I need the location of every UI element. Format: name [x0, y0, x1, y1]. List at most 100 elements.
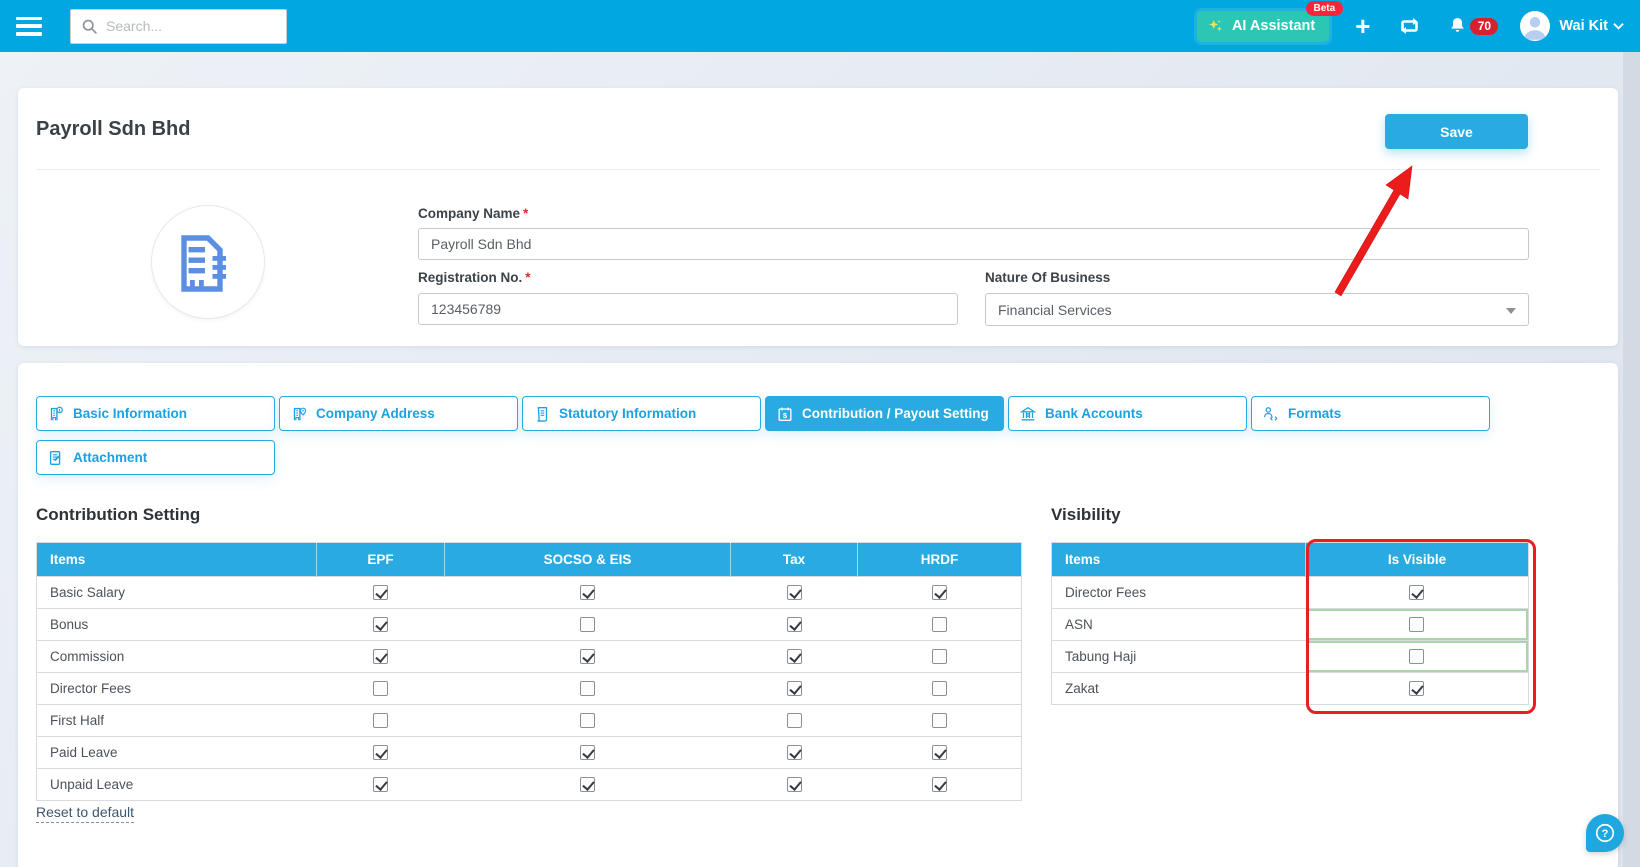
item-label: First Half [36, 704, 317, 737]
table-row: Director Fees [36, 672, 1022, 705]
basic-salary-hrdf-checkbox[interactable] [931, 585, 947, 601]
reset-to-default-link[interactable]: Reset to default [36, 804, 135, 823]
notification-count-badge: 70 [1470, 17, 1499, 35]
first-half-socso-eis-checkbox[interactable] [580, 713, 595, 729]
tab-attachment[interactable]: Attachment [36, 440, 275, 475]
column-header-is-visible: Is Visible [1305, 542, 1529, 577]
bell-icon [1447, 15, 1468, 37]
table-header-row: Items Is Visible [1051, 542, 1529, 577]
visibility-table-wrap: Items Is Visible Director Fees ASN Tabung Ha… [1051, 542, 1529, 705]
tab-company-address[interactable]: Company Address [279, 396, 518, 431]
topbar: AI Assistant Beta + 70 Wai Kit [0, 0, 1640, 52]
bonus-tax-checkbox[interactable] [786, 617, 802, 633]
paid-leave-socso-eis-checkbox[interactable] [580, 745, 595, 761]
table-row: Bonus [36, 608, 1022, 641]
director-fees-socso-eis-checkbox[interactable] [580, 681, 595, 697]
director-fees-is-visible-checkbox[interactable] [1409, 585, 1425, 601]
company-name-label: Company Name * [418, 206, 529, 221]
column-header-items: Items [36, 542, 317, 577]
zakat-is-visible-checkbox[interactable] [1409, 681, 1425, 697]
commission-tax-checkbox[interactable] [786, 649, 802, 665]
unpaid-leave-tax-checkbox[interactable] [786, 777, 802, 793]
avatar-icon[interactable] [1520, 11, 1551, 41]
commission-socso-eis-checkbox[interactable] [580, 649, 595, 665]
paid-leave-epf-checkbox[interactable] [373, 745, 388, 761]
table-row: Director Fees [1051, 576, 1529, 609]
person-code-icon [1262, 405, 1280, 423]
search-box[interactable] [70, 8, 287, 44]
item-label: Bonus [36, 608, 317, 641]
item-label: Director Fees [1051, 576, 1306, 609]
help-button[interactable]: ? [1586, 814, 1624, 852]
table-row: Basic Salary [36, 576, 1022, 609]
item-label: ASN [1051, 608, 1306, 641]
table-row: First Half [36, 704, 1022, 737]
bonus-epf-checkbox[interactable] [373, 617, 388, 633]
tab-formats[interactable]: Formats [1251, 396, 1490, 431]
building-pin-icon [290, 405, 308, 423]
basic-salary-tax-checkbox[interactable] [786, 585, 802, 601]
scroll-icon [533, 405, 551, 423]
unpaid-leave-epf-checkbox[interactable] [373, 777, 388, 793]
basic-salary-socso-eis-checkbox[interactable] [580, 585, 595, 601]
nature-of-business-select[interactable]: Financial Services [985, 293, 1529, 326]
contribution-table-wrap: Items EPF SOCSO & EIS Tax HRDF Basic Salary Bo… [36, 542, 1022, 801]
registration-no-label: Registration No. * [418, 270, 531, 285]
paid-leave-hrdf-checkbox[interactable] [931, 745, 947, 761]
ai-assistant-button[interactable]: AI Assistant Beta [1196, 0, 1344, 42]
item-label: Paid Leave [36, 736, 317, 769]
unpaid-leave-hrdf-checkbox[interactable] [931, 777, 947, 793]
commission-hrdf-checkbox[interactable] [931, 649, 947, 665]
director-fees-epf-checkbox[interactable] [373, 681, 388, 697]
bonus-hrdf-checkbox[interactable] [931, 617, 947, 633]
company-name-field[interactable] [418, 228, 1529, 260]
paid-leave-tax-checkbox[interactable] [786, 745, 802, 761]
contribution-table: Items EPF SOCSO & EIS Tax HRDF Basic Salary Bo… [36, 542, 1022, 801]
first-half-epf-checkbox[interactable] [373, 713, 388, 729]
bonus-socso-eis-checkbox[interactable] [580, 617, 595, 633]
first-half-hrdf-checkbox[interactable] [931, 713, 947, 729]
item-label: Zakat [1051, 672, 1306, 705]
svg-text:?: ? [1602, 828, 1609, 840]
user-menu[interactable]: Wai Kit [1559, 18, 1624, 34]
tabung-haji-is-visible-checkbox[interactable] [1409, 649, 1425, 665]
first-half-tax-checkbox[interactable] [786, 713, 802, 729]
table-row: Zakat [1051, 672, 1529, 705]
basic-salary-epf-checkbox[interactable] [373, 585, 388, 601]
scrollbar[interactable] [1623, 52, 1640, 867]
table-row: Tabung Haji [1051, 640, 1529, 673]
company-header-card: Payroll Sdn Bhd Save Company [18, 88, 1618, 346]
column-header-items: Items [1051, 542, 1306, 577]
unpaid-leave-socso-eis-checkbox[interactable] [580, 777, 595, 793]
asn-is-visible-checkbox[interactable] [1409, 617, 1425, 633]
doc-pencil-icon [47, 449, 65, 467]
tab-statutory-information[interactable]: Statutory Information [522, 396, 761, 431]
svg-text:$: $ [783, 411, 788, 420]
visibility-heading: Visibility [1051, 505, 1121, 524]
hamburger-icon[interactable] [16, 16, 42, 36]
notifications-button[interactable]: 70 [1447, 15, 1499, 37]
chevron-down-icon [1613, 22, 1624, 30]
registration-no-field[interactable] [418, 293, 958, 325]
column-header-epf: EPF [316, 542, 445, 577]
company-logo [152, 206, 264, 318]
sync-icon[interactable] [1396, 14, 1423, 38]
tab-basic-information[interactable]: Basic Information [36, 396, 275, 431]
column-header-hrdf: HRDF [857, 542, 1022, 577]
search-input[interactable] [106, 18, 287, 34]
commission-epf-checkbox[interactable] [373, 649, 388, 665]
tab-contribution-payout-setting[interactable]: $ Contribution / Payout Setting [765, 396, 1004, 431]
item-label: Commission [36, 640, 317, 673]
divider [36, 169, 1600, 170]
save-button[interactable]: Save [1385, 114, 1528, 149]
director-fees-tax-checkbox[interactable] [786, 681, 802, 697]
calendar-dollar-icon: $ [776, 405, 794, 423]
sparkles-icon [1207, 17, 1225, 35]
item-label: Tabung Haji [1051, 640, 1306, 673]
director-fees-hrdf-checkbox[interactable] [931, 681, 947, 697]
column-header-tax: Tax [730, 542, 858, 577]
tab-bank-accounts[interactable]: $ Bank Accounts [1008, 396, 1247, 431]
table-header-row: Items EPF SOCSO & EIS Tax HRDF [36, 542, 1022, 577]
plus-icon[interactable]: + [1355, 11, 1371, 41]
nature-of-business-label: Nature Of Business [985, 270, 1111, 285]
